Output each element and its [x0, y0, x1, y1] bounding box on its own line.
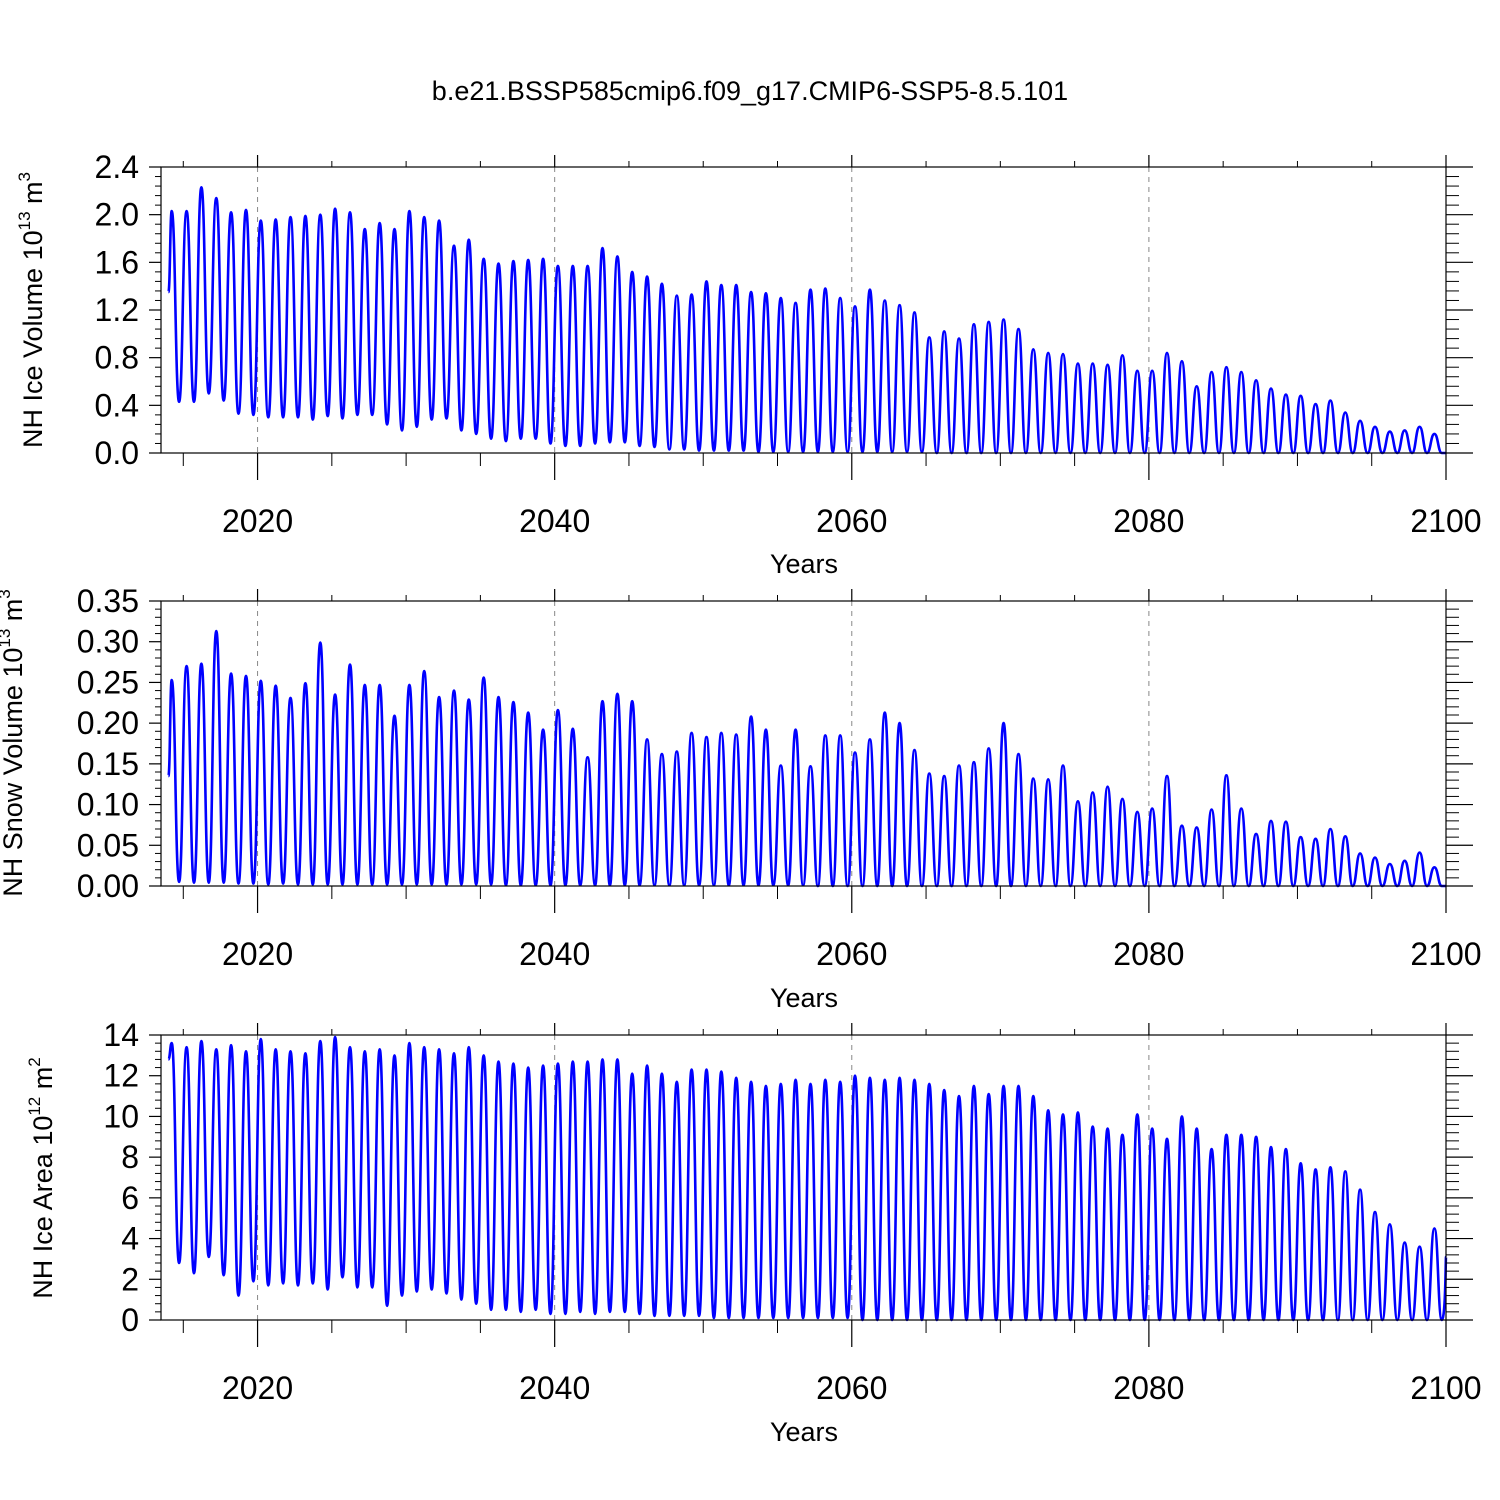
ice-volume-xtick-label-0: 2020 [222, 503, 293, 539]
ice-volume-ytick-label-6: 2.4 [95, 149, 139, 185]
snow-volume-ytick-label-6: 0.30 [77, 624, 139, 660]
snow-volume-ytick-label-5: 0.25 [77, 664, 139, 700]
ice-area-ytick-label-6: 12 [103, 1058, 139, 1094]
ice-volume-xtick-label-4: 2100 [1410, 503, 1481, 539]
ice-area-x-axis-title: Years [770, 1417, 838, 1447]
ice-area-ylabel-unit-exp: 2 [25, 1057, 44, 1066]
ice-volume-xtick-label-1: 2040 [519, 503, 590, 539]
page-title: b.e21.BSSP585cmip6.f09_g17.CMIP6-SSP5-8.… [431, 76, 1069, 106]
ice-volume-ylabel: NH Ice Volume 10 [18, 230, 48, 448]
ice-area-ylabel: NH Ice Area 10 [28, 1116, 58, 1299]
ice-area-ytick-label-5: 10 [103, 1098, 139, 1134]
snow-volume-xtick-label-0: 2020 [222, 936, 293, 972]
ice-area-xtick-label-0: 2020 [222, 1370, 293, 1406]
ice-volume-ytick-label-0: 0.0 [95, 435, 139, 471]
snow-volume-xtick-label-4: 2100 [1410, 936, 1481, 972]
snow-volume-ytick-label-0: 0.00 [77, 868, 139, 904]
snow-volume-ylabel-unit: m [0, 599, 28, 629]
ice-area-ytick-label-4: 8 [121, 1139, 139, 1175]
ice-area-ylabel-exp: 12 [25, 1097, 44, 1116]
snow-volume-ylabel: NH Snow Volume 10 [0, 648, 28, 897]
ice-area-xtick-label-4: 2100 [1410, 1370, 1481, 1406]
snow-volume-ytick-label-2: 0.10 [77, 787, 139, 823]
ice-area-panel: NH Ice Area 1012 m2 Years 02468101214202… [25, 1017, 1482, 1447]
ice-area-xtick-label-2: 2060 [816, 1370, 887, 1406]
ice-area-ytick-label-1: 2 [121, 1261, 139, 1297]
ice-volume-panel: NH Ice Volume 1013 m3 Years 0.0 0.4 0.8 1.2… [15, 149, 1482, 579]
snow-volume-panel: NH Snow Volume 1013 m3 Years 0.00 0.05 0.1… [0, 583, 1482, 1013]
ice-area-ylabel-unit: m [28, 1067, 58, 1097]
ice-volume-ytick-label-1: 0.4 [95, 387, 139, 423]
snow-volume-xtick-label-2: 2060 [816, 936, 887, 972]
snow-volume-ytick-label-3: 0.15 [77, 746, 139, 782]
ice-area-ytick-label-3: 6 [121, 1180, 139, 1216]
ice-area-ytick-label-7: 14 [103, 1017, 139, 1053]
ice-area-ytick-label-0: 0 [121, 1302, 139, 1338]
ice-volume-x-axis-title: Years [770, 549, 838, 579]
snow-volume-xtick-label-1: 2040 [519, 936, 590, 972]
snow-volume-ytick-label-4: 0.20 [77, 705, 139, 741]
ice-area-ytick-label-2: 4 [121, 1221, 139, 1257]
snow-volume-xtick-label-3: 2080 [1113, 936, 1184, 972]
ice-volume-ytick-label-3: 1.2 [95, 292, 139, 328]
ice-area-xtick-label-1: 2040 [519, 1370, 590, 1406]
ice-volume-ylabel-exp: 13 [15, 211, 34, 230]
ice-volume-y-axis-title: NH Ice Volume 1013 m3 [15, 172, 48, 448]
ice-volume-series-line [167, 186, 1446, 455]
ice-volume-xtick-label-2: 2060 [816, 503, 887, 539]
ice-area-series-line [167, 1035, 1448, 1322]
ice-volume-ytick-label-2: 0.8 [95, 340, 139, 376]
snow-volume-ytick-label-7: 0.35 [77, 583, 139, 619]
ice-volume-xtick-label-3: 2080 [1113, 503, 1184, 539]
ice-area-plot-frame [160, 1034, 1447, 1321]
ice-volume-ylabel-unit: m [18, 181, 48, 211]
snow-volume-series-line [167, 629, 1446, 888]
ice-area-xtick-label-3: 2080 [1113, 1370, 1184, 1406]
ice-area-y-axis-title: NH Ice Area 1012 m2 [25, 1057, 58, 1298]
snow-volume-plot-frame [160, 600, 1447, 887]
snow-volume-ytick-label-1: 0.05 [77, 827, 139, 863]
snow-volume-x-axis-title: Years [770, 983, 838, 1013]
ice-volume-ylabel-unit-exp: 3 [15, 172, 34, 181]
snow-volume-ylabel-exp: 13 [0, 629, 14, 648]
ice-volume-ytick-label-4: 1.6 [95, 244, 139, 280]
snow-volume-y-axis-title: NH Snow Volume 1013 m3 [0, 589, 28, 897]
ice-volume-ytick-label-5: 2.0 [95, 197, 139, 233]
snow-volume-ylabel-unit-exp: 3 [0, 589, 14, 598]
